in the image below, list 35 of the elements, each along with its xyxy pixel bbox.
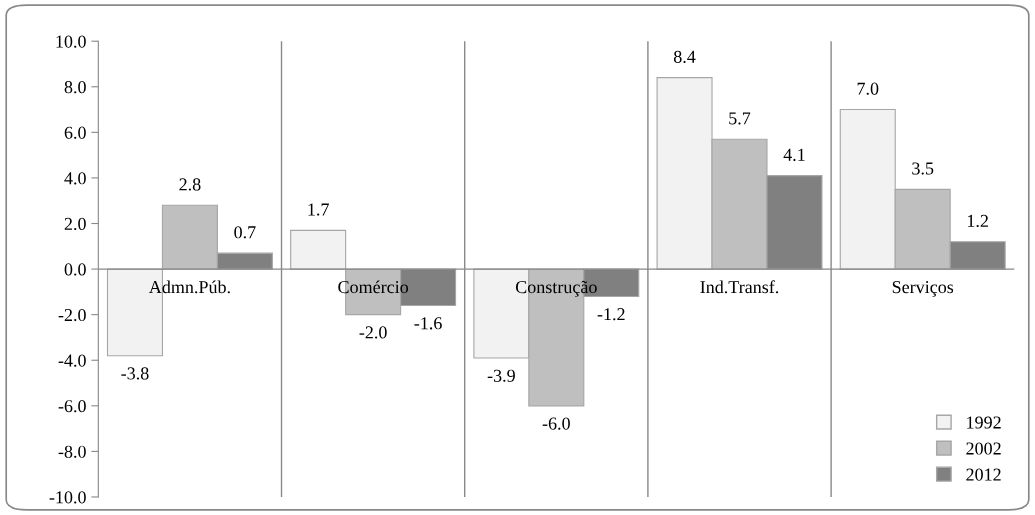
y-tick-label: 0.0 [64,263,86,276]
data-label: -3.9 [487,369,515,382]
x-tick-label: Comércio [338,280,409,294]
x-tick-label: Construção [515,280,597,297]
y-tick-label: -2.0 [58,308,86,322]
x-tick-label: Admn.Púb. [148,280,230,294]
x-tick-label: Ind.Transf. [700,280,779,294]
data-label: 1.2 [967,214,988,228]
data-label: 8.4 [673,50,696,63]
legend-label: 2002 [966,442,1001,455]
y-tick-label: 4.0 [64,172,86,185]
y-tick-label: -8.0 [58,445,86,458]
y-tick-label: 2.0 [64,217,86,231]
data-label: 0.7 [234,226,256,239]
y-tick-label: -4.0 [58,354,86,367]
y-tick-label: 10.0 [56,35,86,48]
data-label: -1.6 [414,317,442,330]
data-label: 5.7 [729,112,751,125]
data-label: -3.8 [121,367,149,380]
data-label: 7.0 [857,82,879,95]
data-label: -1.2 [597,308,625,321]
legend-label: 2012 [966,468,1001,481]
y-tick-label: -6.0 [58,400,86,413]
bar [290,229,347,270]
data-label: 2.8 [179,178,201,191]
y-tick-label: 6.0 [64,126,86,139]
data-label: -2.0 [359,326,387,339]
data-label: 4.1 [783,148,805,161]
y-tick-label: 8.0 [64,81,86,94]
data-label: 3.5 [912,162,934,175]
legend-label: 1992 [967,416,1001,429]
x-tick-label: Serviços [892,281,954,297]
data-label: -6.0 [542,417,570,430]
y-tick-label: -10.0 [49,491,86,504]
data-label: 1.7 [308,203,329,216]
